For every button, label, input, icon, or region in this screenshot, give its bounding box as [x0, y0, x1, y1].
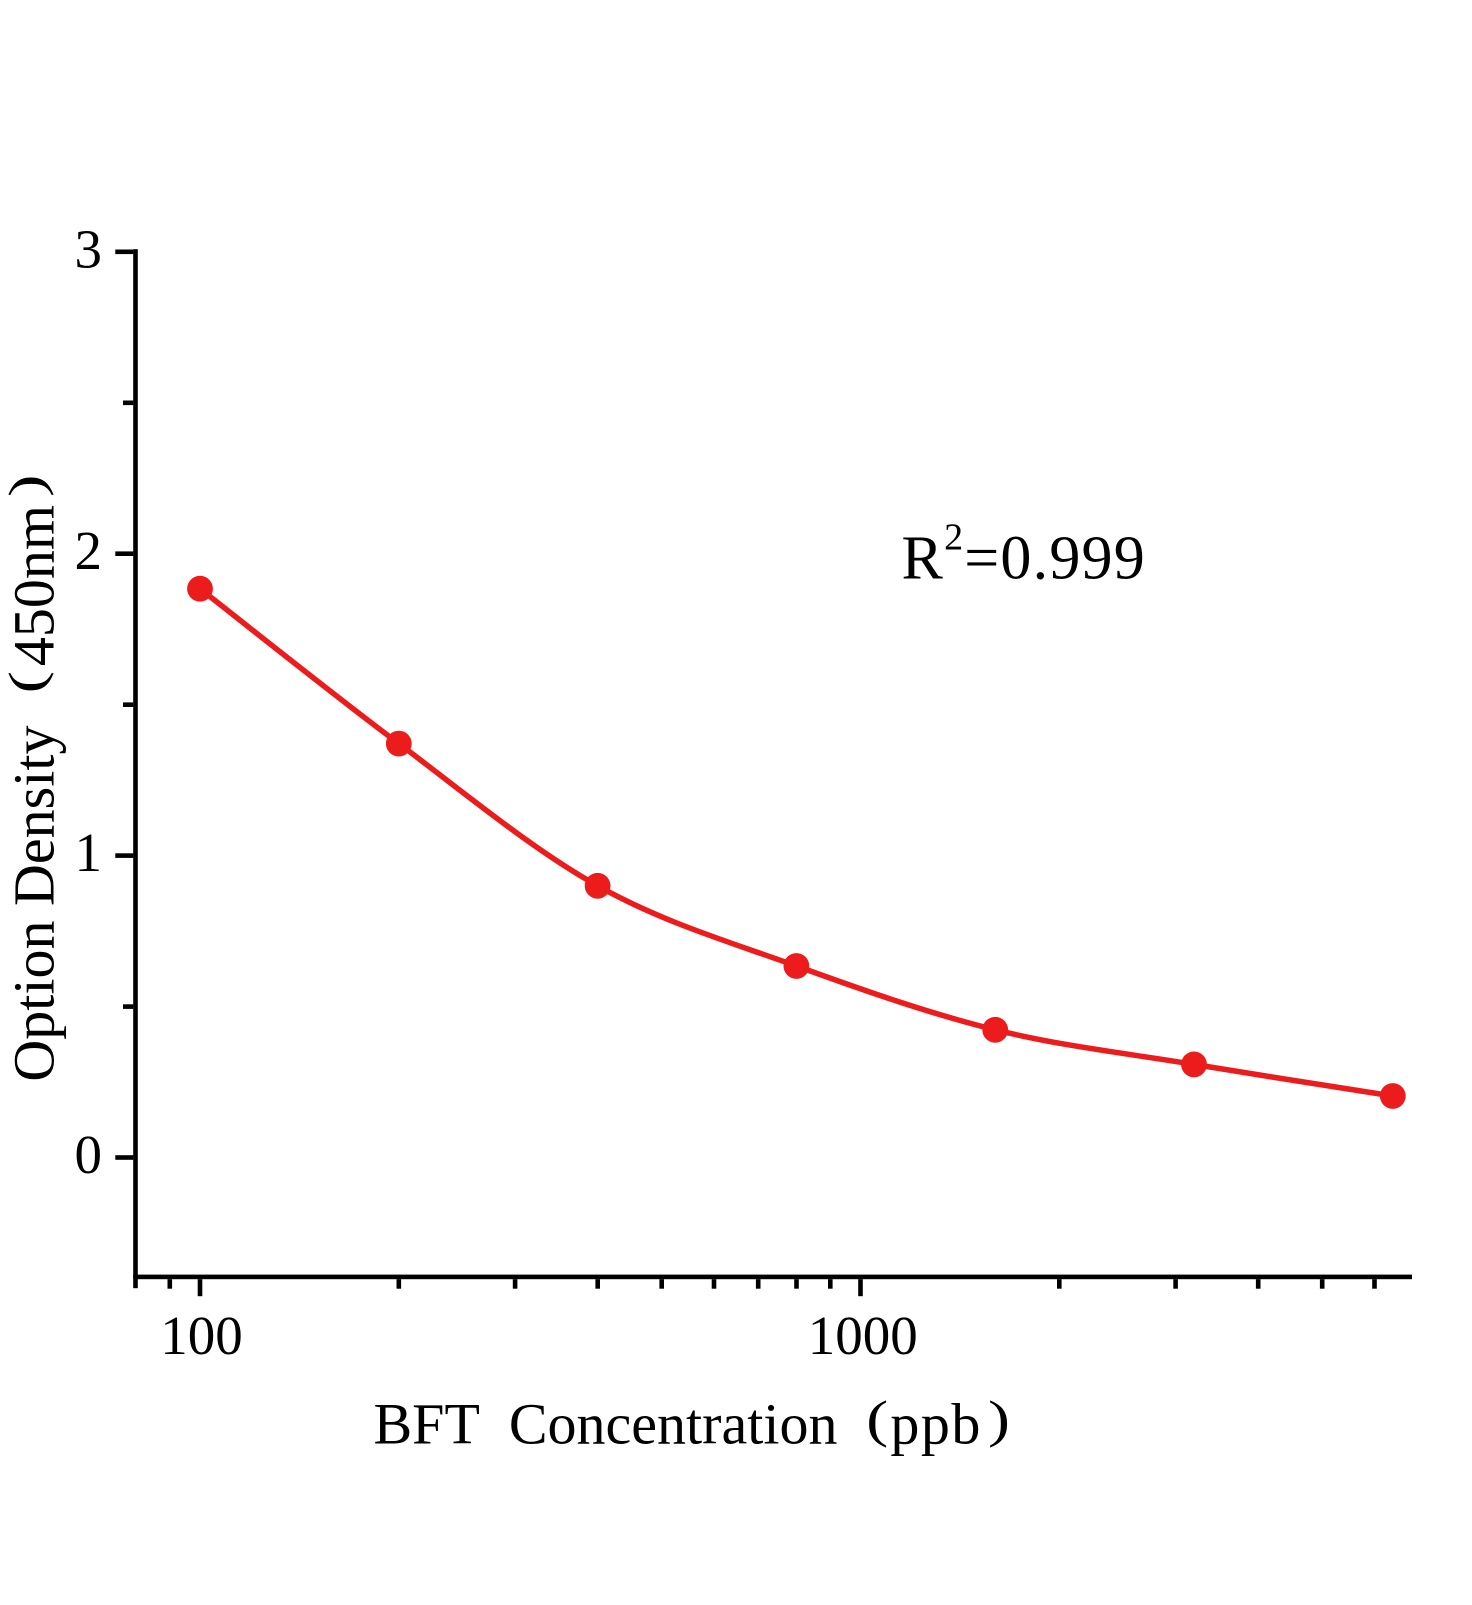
svg-text:(: ( [0, 671, 54, 693]
svg-text:450nm: 450nm [1, 505, 66, 666]
svg-text:100: 100 [160, 1305, 243, 1366]
svg-text:3: 3 [75, 218, 103, 279]
svg-text:BFT Concentration: BFT Concentration [374, 1391, 838, 1456]
svg-text:1000: 1000 [808, 1305, 918, 1366]
svg-text:): ) [0, 475, 54, 497]
svg-text:(: ( [866, 1390, 888, 1448]
svg-text:ppb: ppb [890, 1391, 982, 1456]
svg-text:0: 0 [75, 1124, 103, 1185]
svg-text:): ) [988, 1390, 1010, 1448]
svg-text:Option Density: Option Density [1, 726, 66, 1082]
svg-text:R2=0.999: R2=0.999 [902, 517, 1146, 593]
svg-text:1: 1 [75, 822, 103, 883]
svg-text:2: 2 [75, 520, 103, 581]
